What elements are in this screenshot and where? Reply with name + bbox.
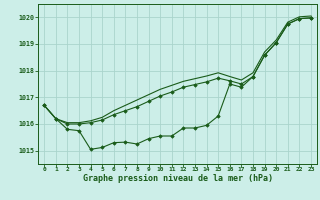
X-axis label: Graphe pression niveau de la mer (hPa): Graphe pression niveau de la mer (hPa) <box>83 174 273 183</box>
